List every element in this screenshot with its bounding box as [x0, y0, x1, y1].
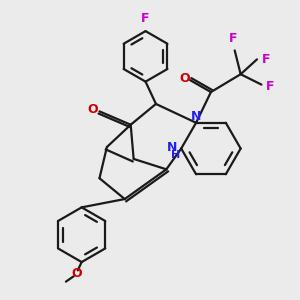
Text: O: O	[71, 267, 82, 280]
Text: H: H	[171, 150, 181, 160]
Text: F: F	[229, 32, 238, 45]
Text: N: N	[191, 110, 201, 123]
Text: N: N	[167, 140, 177, 154]
Text: O: O	[179, 72, 190, 85]
Text: F: F	[262, 53, 270, 66]
Text: F: F	[141, 12, 150, 25]
Text: F: F	[266, 80, 274, 93]
Text: O: O	[88, 103, 98, 116]
